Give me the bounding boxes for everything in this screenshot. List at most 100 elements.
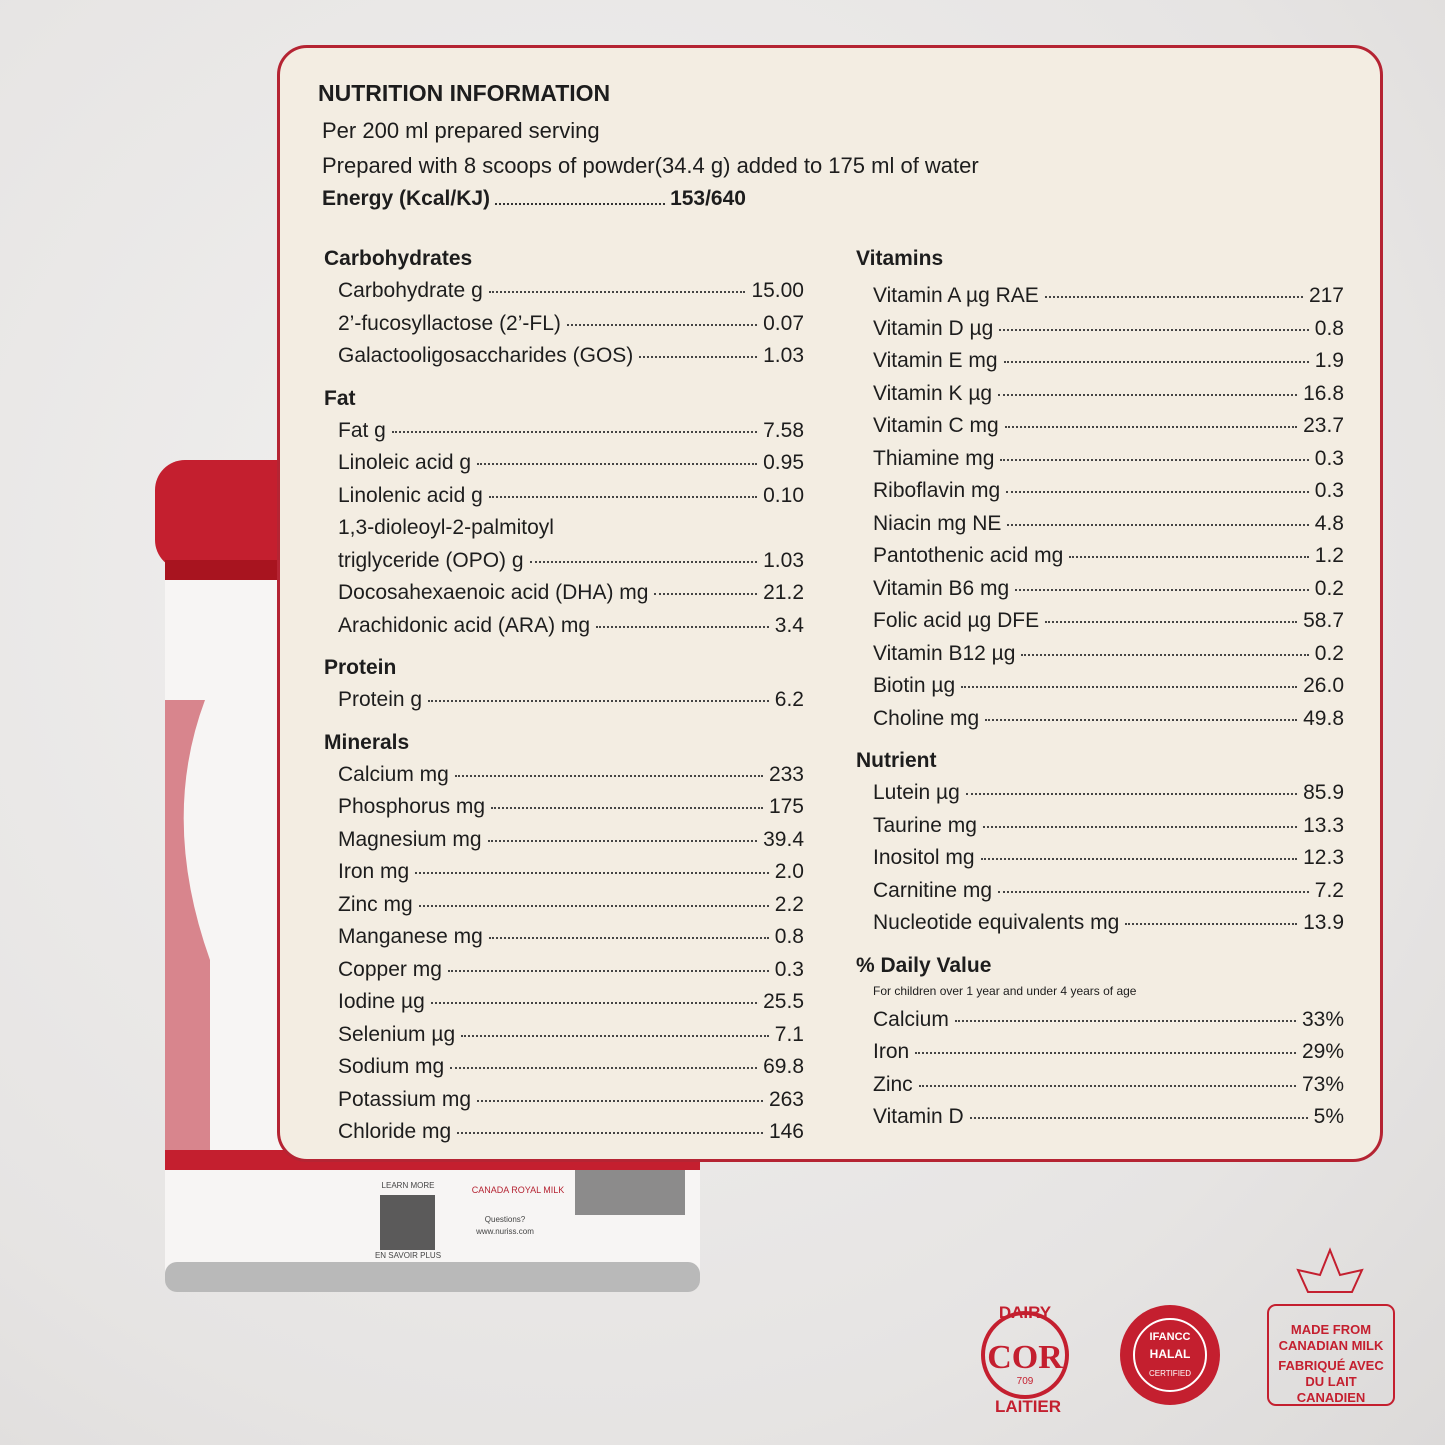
canadian-milk-badge <box>1267 1247 1395 1406</box>
title: NUTRITION INFORMATION <box>318 80 611 106</box>
leader <box>488 291 746 293</box>
nutrient-value: 58.7 <box>1303 609 1344 632</box>
nutrient-row: Calcium 33% <box>856 1004 1344 1037</box>
nutrient-value: 0.3 <box>1314 446 1344 470</box>
section-title: % Daily Value <box>856 953 992 977</box>
leader <box>391 430 758 433</box>
nutrient-label: 2’-fucosyllactose (2’-FL) <box>338 311 561 335</box>
leader <box>982 825 1298 828</box>
leader <box>495 203 666 205</box>
section: Carbohydrates Carbohydrate g 15.00 2’-fucos… <box>324 243 804 373</box>
nutrient-row: Carbohydrate g 15.00 <box>324 275 804 308</box>
nutrient-row: Folic acid µg DFE 58.7 <box>856 605 1344 638</box>
can-text: Questions? <box>485 1215 526 1224</box>
nutrient-value: 0.2 <box>1314 641 1344 665</box>
section-title: Fat <box>324 386 356 410</box>
nutrient-label: Riboflavin mg <box>873 479 1001 502</box>
nutrient-value: 0.07 <box>763 311 804 335</box>
nutrient-row: triglyceride (OPO) g 1.03 <box>324 545 804 578</box>
nutrient-row: Nucleotide equivalents mg 13.9 <box>856 907 1344 940</box>
nutrient-value: 85.9 <box>1303 781 1344 804</box>
nutrient-value: 23.7 <box>1303 414 1344 437</box>
nutrient-row: Pantothenic acid mg 1.2 <box>856 540 1344 573</box>
nutrient-value: 21.2 <box>763 581 804 604</box>
leader <box>1021 653 1309 656</box>
leader <box>985 718 1298 721</box>
nutrient-row: Iron mg 2.0 <box>324 856 804 889</box>
leader <box>969 1117 1308 1119</box>
nutrient-row: Calcium mg 233 <box>324 759 804 792</box>
nutrient-label: Manganese mg <box>338 925 483 948</box>
badge-label: MADE FROM CANADIAN MILK <box>1278 1322 1384 1353</box>
nutrient-row: Docosahexaenoic acid (DHA) mg 21.2 <box>324 577 804 610</box>
nutrient-row: Taurine mg 13.3 <box>856 810 1344 843</box>
leader <box>488 937 769 939</box>
nutrient-label: Vitamin D µg <box>873 316 994 340</box>
nutrient-label: Chloride mg <box>338 1120 452 1143</box>
badge-label: FABRIQUÉ AVEC DU LAIT CANADIEN <box>1278 1358 1384 1405</box>
section-note: For children over 1 year and under 4 yea… <box>873 983 1137 998</box>
nutrient-value: 33% <box>1301 1007 1344 1031</box>
badge-text: IFANCC <box>1150 1331 1191 1343</box>
nutrient-label: Copper mg <box>338 957 442 981</box>
badge-text: LAITIER <box>995 1397 1061 1416</box>
nutrient-label: Calcium mg <box>338 762 449 786</box>
nutrient-row: Zinc 73% <box>856 1069 1344 1102</box>
nutrient-value: 1.9 <box>1314 349 1344 372</box>
section: % Daily Value For children over 1 year an… <box>856 950 1344 1134</box>
nutrient-value: 175 <box>768 795 804 818</box>
nutrient-row: Copper mg 0.3 <box>324 954 804 987</box>
nutrient-row: Manganese mg 0.8 <box>324 921 804 954</box>
nutrient-label: Vitamin A µg RAE <box>873 284 1039 307</box>
badge-text: CERTIFIED <box>1149 1369 1191 1378</box>
nutrient-row: 2’-fucosyllactose (2’-FL) 0.07 <box>324 308 804 341</box>
energy-value: 153/640 <box>670 187 746 210</box>
nutrient-label: Selenium µg <box>338 1022 456 1046</box>
nutrient-label: Zinc <box>873 1072 913 1096</box>
nutrient-row: Vitamin D 5% <box>856 1101 1344 1134</box>
energy-label: Energy (Kcal/KJ) <box>322 187 491 210</box>
leader <box>999 328 1309 331</box>
nutrient-value: 1.2 <box>1314 544 1344 567</box>
nutrient-label: Potassium mg <box>338 1087 472 1111</box>
nutrient-value: 0.8 <box>1314 316 1344 340</box>
leader <box>1125 923 1298 925</box>
nutrient-value: 1.03 <box>763 548 804 572</box>
nutrient-label: Fat g <box>338 418 386 442</box>
leader <box>980 858 1298 860</box>
nutrient-row: Lutein µg 85.9 <box>856 777 1344 810</box>
nutrient-value: 0.8 <box>774 925 804 948</box>
nutrient-value: 25.5 <box>763 990 804 1013</box>
leader <box>1007 523 1309 526</box>
column: Vitamins Vitamin A µg RAE 217 Vitamin D µg 0… <box>856 243 1344 1134</box>
leader <box>457 1132 763 1134</box>
nutrient-value: 263 <box>768 1087 804 1111</box>
nutrient-row: Arachidonic acid (ARA) mg 3.4 <box>324 610 804 643</box>
nutrient-label: Vitamin K µg <box>873 381 993 405</box>
nutrient-row: Vitamin E mg 1.9 <box>856 345 1344 378</box>
nutrient-row: Iron 29% <box>856 1036 1344 1069</box>
nutrient-label: Iron <box>873 1040 910 1063</box>
nutrient-value: 2.0 <box>774 860 804 883</box>
nutrient-label: Linoleic acid g <box>338 451 472 474</box>
section-title: Protein <box>324 656 397 679</box>
nutrient-row: Phosphorus mg 175 <box>324 791 804 824</box>
nutrient-value: 0.95 <box>763 451 804 474</box>
nutrient-row: 1,3-dioleoyl-2-palmitoyl <box>324 512 804 545</box>
nutrient-value: 7.58 <box>763 418 804 442</box>
nutrient-label: Vitamin B12 µg <box>873 641 1016 665</box>
nutrient-value: 26.0 <box>1303 674 1344 697</box>
leader <box>596 625 769 628</box>
nutrient-value: 0.2 <box>1314 576 1344 600</box>
nutrient-value: 16.8 <box>1303 381 1344 405</box>
leader <box>415 872 769 874</box>
nutrient-label: Lutein µg <box>873 781 960 804</box>
nutrient-label: Calcium <box>873 1007 949 1031</box>
nutrition-panel: NUTRITION INFORMATION Per 200 ml prepare… <box>277 45 1383 1162</box>
nutrient-label: triglyceride (OPO) g <box>338 548 524 572</box>
leader <box>918 1084 1296 1087</box>
leader <box>639 356 758 358</box>
badge-text: COR <box>987 1339 1063 1376</box>
can-text: EN SAVOIR PLUS <box>375 1251 441 1260</box>
leader <box>998 393 1298 396</box>
